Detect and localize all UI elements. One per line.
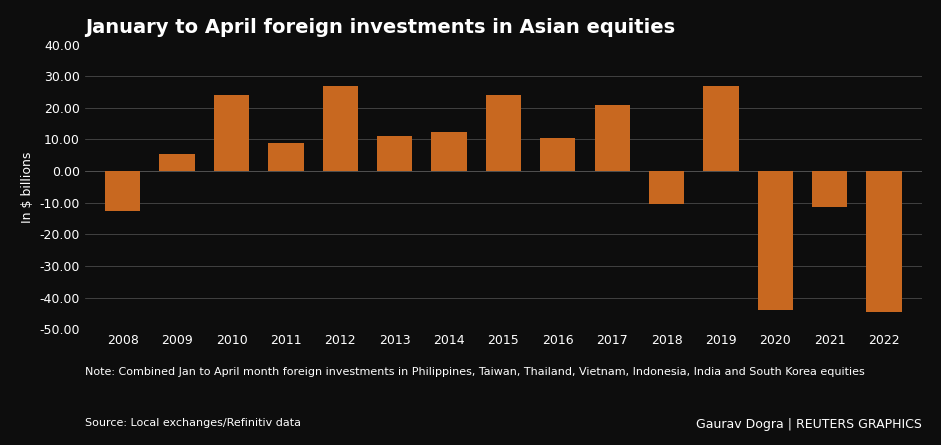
Text: Note: Combined Jan to April month foreign investments in Philippines, Taiwan, Th: Note: Combined Jan to April month foreig… [85,367,865,377]
Bar [867,171,901,312]
Bar [323,85,358,171]
Text: Source: Local exchanges/Refinitiv data: Source: Local exchanges/Refinitiv data [85,418,301,428]
Text: January to April foreign investments in Asian equities: January to April foreign investments in … [85,18,675,37]
Y-axis label: In $ billions: In $ billions [21,151,34,222]
Bar [268,142,304,171]
Bar [540,138,576,171]
Bar [486,95,521,171]
Bar [649,171,684,204]
Bar [595,105,630,171]
Bar [214,95,249,171]
Bar [105,171,140,210]
Bar [431,132,467,171]
Bar [703,85,739,171]
Bar [758,171,793,310]
Bar [812,171,848,207]
Bar [377,136,412,171]
Bar [159,154,195,171]
Text: Gaurav Dogra | REUTERS GRAPHICS: Gaurav Dogra | REUTERS GRAPHICS [696,418,922,431]
